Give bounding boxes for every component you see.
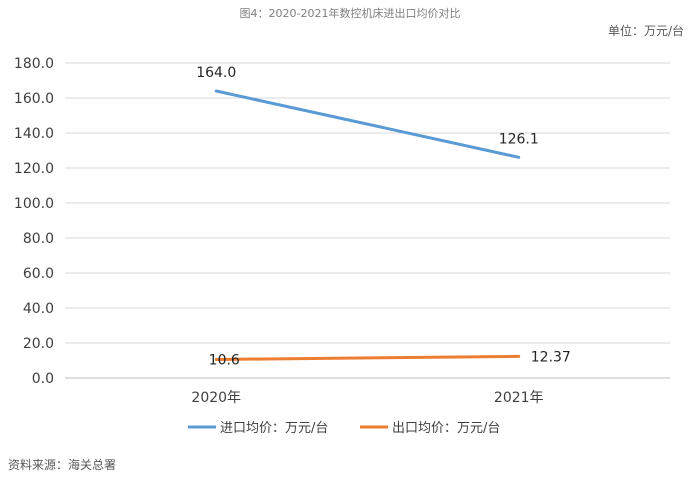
data-label: 164.0	[196, 65, 236, 81]
y-tick-label: 100.0	[14, 196, 54, 212]
chart-title: 图4：2020-2021年数控机床进出口均价对比	[239, 7, 461, 20]
data-label: 10.6	[209, 352, 240, 368]
x-tick-label: 2021年	[494, 390, 544, 406]
legend-label: 出口均价：万元/台	[392, 421, 500, 436]
y-tick-label: 20.0	[23, 336, 54, 352]
unit-label: 单位：万元/台	[607, 24, 684, 38]
y-tick-label: 0.0	[32, 371, 54, 387]
y-tick-label: 40.0	[23, 301, 54, 317]
y-tick-label: 60.0	[23, 266, 54, 282]
y-tick-label: 140.0	[14, 126, 54, 142]
legend-label: 进口均价：万元/台	[220, 421, 328, 436]
series-line-2	[214, 354, 521, 361]
y-tick-label: 80.0	[23, 231, 54, 247]
series-line-1	[214, 89, 521, 159]
y-tick-label: 160.0	[14, 91, 54, 107]
y-tick-label: 120.0	[14, 161, 54, 177]
data-label: 12.37	[531, 349, 571, 365]
y-tick-label: 180.0	[14, 56, 54, 72]
source-note: 资料来源：海关总署	[8, 458, 117, 472]
data-label: 126.1	[499, 131, 539, 147]
x-tick-label: 2020年	[191, 390, 241, 406]
